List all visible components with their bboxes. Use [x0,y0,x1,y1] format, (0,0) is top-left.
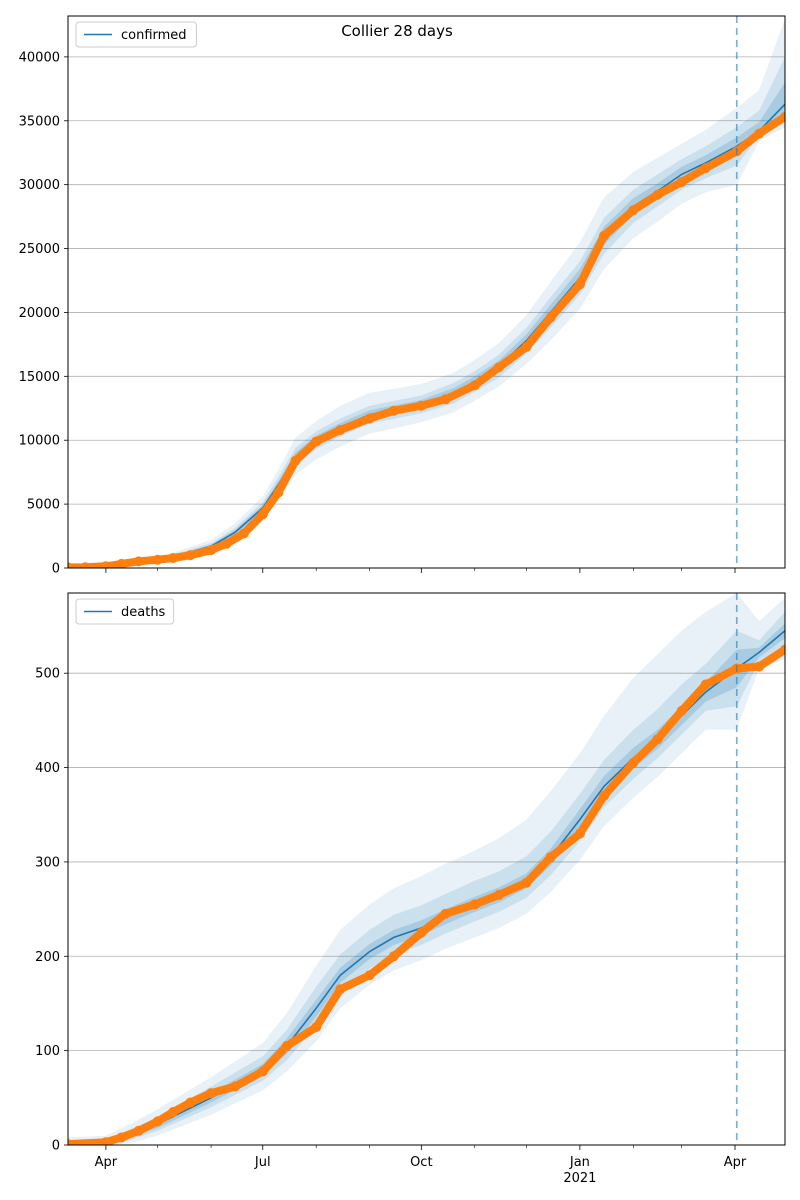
x-tick-label: Jan [569,1155,590,1170]
observed-point [469,380,480,391]
observed-point [257,1066,268,1077]
observed-point [628,757,639,768]
x-tick-label: Apr [724,1155,747,1170]
observed-point [290,455,301,466]
observed-point [185,550,196,561]
observed-point [273,487,284,498]
y-tick-label: 15000 [19,370,60,385]
observed-point [676,705,687,716]
observed-point [416,927,427,938]
y-tick-label: 20000 [19,306,60,321]
figure-title: Collier 28 days [341,22,453,40]
observed-point [335,984,346,995]
observed-point [780,111,785,122]
observed-point [700,163,711,174]
observed-point [521,341,532,352]
observed-point [676,177,687,188]
observed-point [388,405,399,416]
observed-point [152,554,163,565]
observed-point [281,1040,292,1051]
observed-point [545,852,556,863]
x-tick-label: Jul [254,1155,271,1170]
x-year-label: 2021 [563,1171,596,1186]
y-tick-label: 0 [52,1139,60,1154]
observed-point [133,1125,144,1136]
y-tick-label: 5000 [27,498,60,513]
observed-point [311,436,322,447]
observed-point [700,679,711,690]
observed-point [416,400,427,411]
observed-point [206,1088,217,1099]
observed-point [574,828,585,839]
confidence-band-middle [68,611,785,1145]
observed-point [168,553,179,563]
observed-point [628,205,639,216]
observed-point [440,908,451,919]
observed-point [238,528,249,539]
y-tick-label: 300 [35,855,60,870]
observed-point [545,312,556,323]
y-tick-label: 200 [35,950,60,965]
y-tick-label: 0 [52,562,60,577]
observed-point [493,362,504,373]
observed-point [116,558,127,568]
confirmed-panel: 0 5000 10000 15000 20000 25000 30000 35000 40000… [19,15,786,577]
plot-area [68,18,785,568]
confidence-band-outer [68,18,785,568]
legend-label: confirmed [121,28,187,43]
observed-point [388,951,399,962]
observed-point [364,413,375,424]
axes-frame [67,15,786,569]
legend-label: deaths [121,605,166,620]
confidence-band-outer [68,593,785,1145]
observed-point [652,734,663,745]
observed-point [133,556,144,567]
axes-frame [67,592,786,1146]
observed-point [230,1081,241,1092]
observed-point [364,970,375,981]
y-tick-label: 30000 [19,178,60,193]
observed-point [599,790,609,801]
y-tick-label: 500 [35,667,60,682]
observed-point [168,1107,179,1117]
observed-point [206,545,217,556]
observed-point [257,509,268,520]
observed-point [652,189,663,200]
observed-point [335,425,346,435]
legend-box [75,21,197,48]
observed-point [754,128,765,139]
observed-point [574,279,585,290]
observed-point [599,230,609,241]
legend-box [75,598,175,625]
observed-point [100,1137,111,1145]
observed-point [116,1132,127,1143]
x-tick-label: Oct [410,1155,432,1170]
observed-point [185,1097,196,1108]
y-tick-label: 40000 [19,50,60,65]
observed-point [521,877,532,888]
observed-point [100,561,111,568]
observed-point [469,899,480,910]
y-tick-label: 400 [35,761,60,776]
y-tick-label: 10000 [19,434,60,449]
observed-point [440,394,451,405]
observed-point [311,1022,322,1033]
x-tick-label: Apr [95,1155,118,1170]
plot-area [68,593,785,1145]
observed-point [80,562,91,568]
observed-point [68,562,73,568]
observed-point [221,538,232,549]
y-tick-label: 25000 [19,242,60,257]
observed-point [493,889,504,900]
observed-point [780,644,785,655]
y-tick-label: 35000 [19,114,60,129]
observed-point [152,1116,163,1127]
confidence-band-inner [68,623,785,1145]
observed-point [754,661,765,672]
observed-point [68,1139,73,1145]
deaths-panel: 0 100 200 300 400 500 Apr Jul Oct Jan Apr 2021 death… [35,592,786,1186]
y-tick-label: 100 [35,1044,60,1059]
